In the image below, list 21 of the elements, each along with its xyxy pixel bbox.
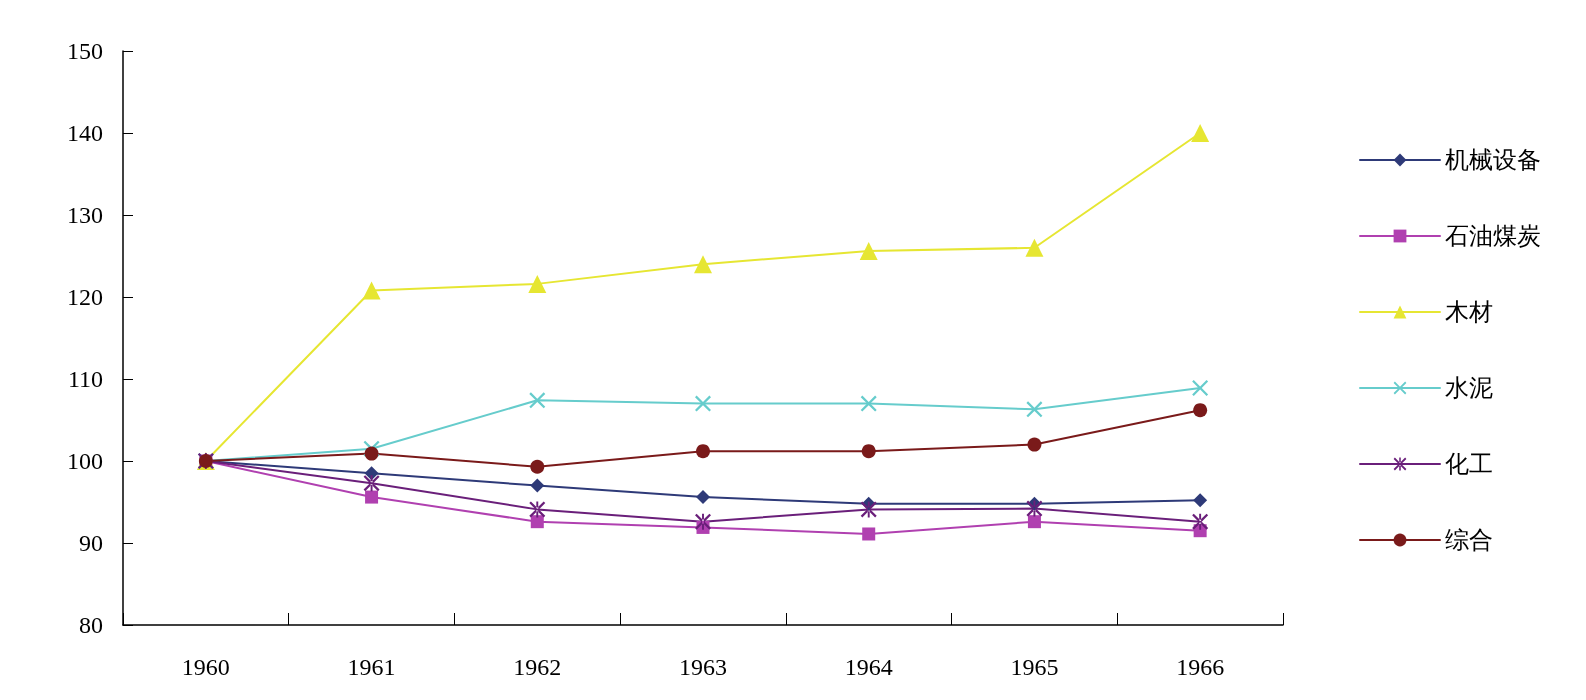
legend-label: 木材 <box>1445 299 1493 325</box>
legend-label: 化工 <box>1445 451 1493 477</box>
legend-label: 综合 <box>1445 527 1493 553</box>
legend-label: 石油煤炭 <box>1445 223 1541 249</box>
y-tick-label: 80 <box>79 612 103 638</box>
x-tick-label: 1961 <box>347 654 396 680</box>
y-tick-label: 130 <box>67 202 103 228</box>
y-tick-label: 140 <box>67 120 103 146</box>
y-tick-label: 90 <box>79 530 103 556</box>
legend-label: 水泥 <box>1445 375 1493 401</box>
y-tick-label: 100 <box>67 448 103 474</box>
x-tick-label: 1963 <box>679 654 727 680</box>
x-tick-label: 1964 <box>844 654 893 680</box>
x-tick-label: 1962 <box>513 654 562 680</box>
legend-label: 机械设备 <box>1445 147 1541 173</box>
y-tick-label: 110 <box>67 366 103 392</box>
y-tick-label: 150 <box>67 38 103 64</box>
x-tick-label: 1966 <box>1176 654 1225 680</box>
x-tick-label: 1960 <box>181 654 230 680</box>
x-tick-label: 1965 <box>1010 654 1059 680</box>
y-tick-label: 120 <box>67 284 103 310</box>
